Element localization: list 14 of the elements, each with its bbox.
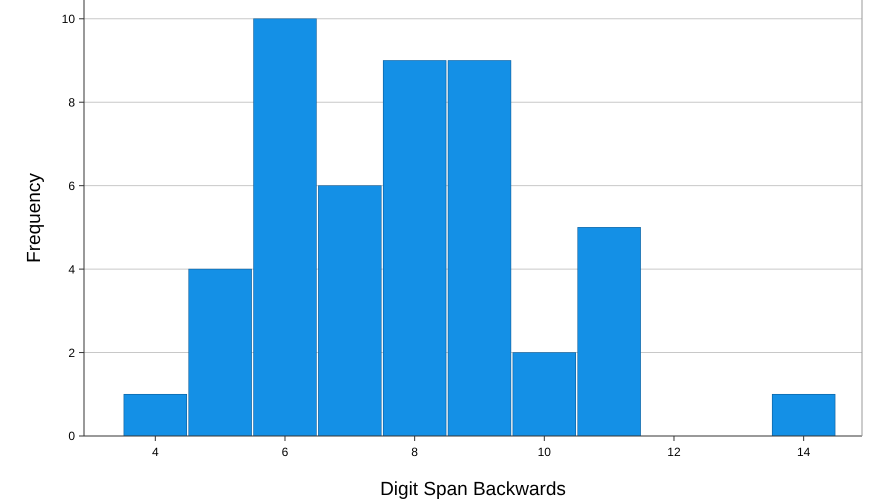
y-tick-label: 4 [68,262,76,276]
y-tick-label: 0 [68,429,76,444]
x-tick-label: 10 [538,445,552,459]
y-axis-title: Frequency [24,172,45,263]
y-tick-label: 6 [68,178,76,193]
x-tick-label: 8 [411,445,418,459]
x-tick-label: 14 [796,445,811,459]
x-tick-label: 12 [667,445,681,459]
y-tick-label: 8 [68,95,76,110]
x-tick-label: 6 [282,445,289,459]
x-axis-title: Digit Span Backwards [380,479,566,500]
x-tick-label: 4 [152,445,159,459]
y-tick-label: 10 [62,12,76,26]
y-tick-label: 2 [68,346,76,360]
